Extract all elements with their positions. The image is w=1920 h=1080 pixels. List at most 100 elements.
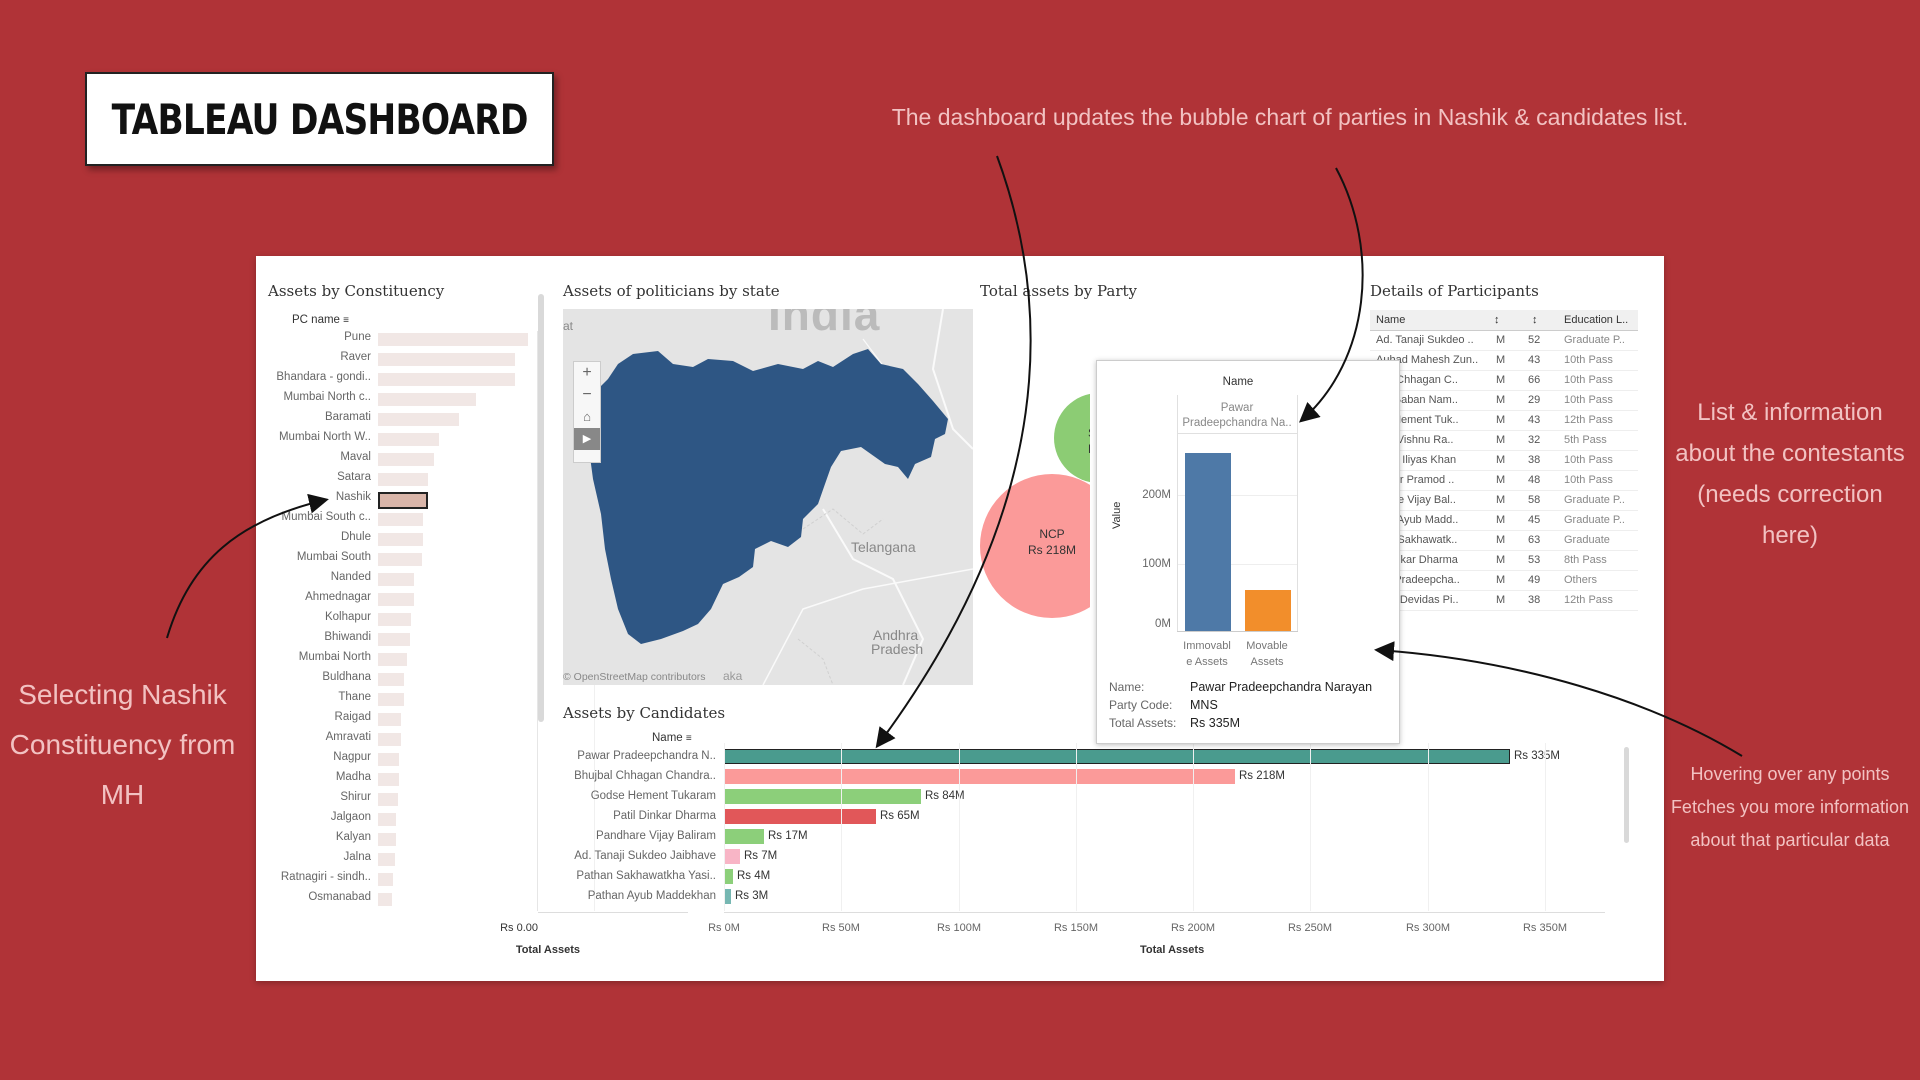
participant-education: 12th Pass — [1564, 594, 1613, 606]
participant-education: Graduate P.. — [1564, 334, 1625, 346]
constituency-bar-selected[interactable] — [378, 492, 428, 509]
tooltip-y-tick: 0M — [1155, 618, 1171, 630]
candidate-bar[interactable] — [724, 789, 921, 804]
participant-row[interactable]: Auhad Mahesh Zun.. M 43 10th Pass — [1370, 350, 1638, 371]
tooltip-bar-immovable[interactable] — [1185, 453, 1231, 631]
sort-icon[interactable]: ≡ — [343, 315, 349, 326]
candidate-row-label: Godse Hement Tukaram — [590, 790, 716, 802]
participant-age: 52 — [1528, 334, 1541, 346]
constituency-scrollbar[interactable] — [538, 294, 544, 722]
participants-col-education[interactable]: Education L.. — [1564, 314, 1629, 326]
arrow-to-nashik — [166, 493, 329, 639]
constituency-bar[interactable] — [378, 613, 411, 626]
constituency-row-label: Buldhana — [322, 671, 371, 683]
map-frag-label: at — [563, 319, 574, 333]
tooltip-party-value: MNS — [1190, 698, 1218, 712]
constituency-bar[interactable] — [378, 453, 434, 466]
constituency-column-header[interactable]: PC name ≡ — [292, 314, 349, 326]
constituency-bar[interactable] — [378, 693, 404, 706]
tooltip-header: Pawar Pradeepchandra Na.. — [1177, 401, 1297, 431]
constituency-bar[interactable] — [378, 433, 439, 446]
constituency-bar[interactable] — [378, 753, 399, 766]
candidate-bar[interactable] — [724, 869, 733, 884]
constituency-bar[interactable] — [378, 893, 392, 906]
participant-education: Graduate — [1564, 534, 1610, 546]
constituency-bar[interactable] — [378, 713, 401, 726]
map-label-andhra: Andhra — [873, 627, 919, 643]
constituency-row-label: Satara — [337, 471, 371, 483]
play-arrow-icon[interactable]: ▶ — [574, 428, 600, 450]
constituency-row-label: Amravati — [325, 731, 371, 743]
constituency-bar[interactable] — [378, 593, 414, 606]
candidate-bar[interactable] — [724, 849, 740, 864]
participant-age: 43 — [1528, 414, 1541, 426]
constituency-bar[interactable] — [378, 773, 399, 786]
maharashtra-shape[interactable] — [587, 349, 948, 644]
candidate-value-label: Rs 17M — [768, 830, 808, 842]
constituency-bar[interactable] — [378, 533, 423, 546]
constituency-bar[interactable] — [378, 413, 459, 426]
home-icon[interactable]: ⌂ — [583, 409, 591, 424]
constituency-bar[interactable] — [378, 513, 423, 526]
constituency-bar[interactable] — [378, 873, 393, 886]
tooltip-bar-chart — [1178, 395, 1297, 631]
candidate-bar[interactable] — [724, 889, 731, 904]
sort-icon[interactable]: ↕ — [1494, 314, 1500, 326]
constituency-row-label: Bhandara - gondi.. — [276, 371, 371, 383]
participant-gender: M — [1496, 354, 1506, 366]
sort-icon[interactable]: ↕ — [1532, 314, 1538, 326]
zoom-out-icon[interactable]: − — [582, 386, 592, 403]
tooltip-axis-line — [1177, 631, 1298, 632]
candidate-bar[interactable] — [724, 769, 1235, 784]
constituency-bar[interactable] — [378, 733, 401, 746]
candidates-header-label: Name — [652, 732, 683, 744]
constituency-bar-list: Pune Raver Bhandara - gondi.. Mumbai North … — [256, 331, 536, 911]
tooltip-chart-title: Name — [1222, 376, 1254, 388]
map-svg[interactable] — [563, 309, 973, 685]
constituency-bar[interactable] — [378, 553, 422, 566]
participant-row[interactable]: Ad. Tanaji Sukdeo .. M 52 Graduate P.. — [1370, 330, 1638, 351]
participant-row[interactable]: han Ayub Madd.. M 45 Graduate P.. — [1370, 510, 1638, 531]
constituency-row-label: Dhule — [340, 531, 371, 543]
sort-icon[interactable]: ≡ — [685, 733, 692, 744]
annotation-br-line: Hovering over any points — [1690, 764, 1890, 784]
party-bubble-ncp[interactable]: NCP Rs 218M — [980, 474, 1090, 618]
annotation-br-line: Fetches you more information — [1670, 797, 1910, 817]
constituency-bar[interactable] — [378, 793, 398, 806]
constituency-row-label: Mumbai South c.. — [281, 511, 371, 523]
constituency-bar[interactable] — [378, 633, 410, 646]
candidate-bar[interactable] — [724, 829, 764, 844]
constituency-bar[interactable] — [378, 373, 515, 386]
tooltip-bar-label-line: Immovabl — [1183, 640, 1231, 652]
constituency-bar[interactable] — [378, 333, 528, 346]
constituency-bar[interactable] — [378, 813, 396, 826]
participants-title: Details of Participants — [1370, 282, 1539, 300]
candidate-axis-tick: Rs 150M — [1053, 922, 1099, 934]
zoom-in-icon[interactable]: + — [582, 364, 592, 381]
tooltip-y-tick: 100M — [1142, 558, 1171, 570]
constituency-bar[interactable] — [378, 393, 476, 406]
candidate-bar[interactable] — [724, 809, 876, 824]
participant-age: 38 — [1528, 594, 1541, 606]
candidates-column-header[interactable]: Name ≡ — [652, 732, 692, 744]
participant-age: 58 — [1528, 494, 1541, 506]
constituency-bar[interactable] — [378, 473, 428, 486]
participants-col-name[interactable]: Name — [1376, 314, 1406, 326]
bubble-s-label: S Rs — [1088, 425, 1090, 457]
tooltip-bar-movable[interactable] — [1245, 590, 1291, 631]
constituency-bar[interactable] — [378, 653, 407, 666]
tooltip-chart-border — [1297, 395, 1298, 631]
constituency-bar[interactable] — [378, 573, 414, 586]
map-toolbar: + − ⌂ ▶ — [573, 361, 601, 463]
map-label-aka: aka — [723, 669, 743, 683]
participant-education: 12th Pass — [1564, 414, 1613, 426]
constituency-bar[interactable] — [378, 673, 404, 686]
constituency-axis-label: Total Assets — [515, 944, 580, 956]
constituency-bar[interactable] — [378, 853, 395, 866]
candidates-scrollbar[interactable] — [1624, 747, 1629, 843]
participant-gender: M — [1496, 334, 1506, 346]
constituency-bar[interactable] — [378, 833, 396, 846]
map-area[interactable]: at India Telangana Andhra Pradesh aka © … — [563, 309, 973, 685]
candidate-axis-line — [724, 912, 1605, 913]
constituency-bar[interactable] — [378, 353, 515, 366]
